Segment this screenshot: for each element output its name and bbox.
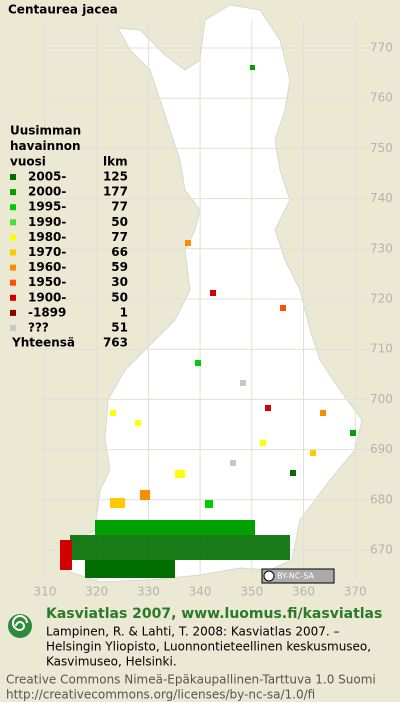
citation-line: Helsingin Yliopisto, Luonnontieteellinen… bbox=[46, 640, 371, 654]
y-label: 760 bbox=[370, 91, 393, 105]
legend-label: 1995- bbox=[28, 200, 66, 214]
legend-swatch bbox=[10, 234, 16, 241]
legend-label: 1960- bbox=[28, 260, 66, 274]
legend-swatch bbox=[10, 174, 16, 180]
legend-count: 125 bbox=[103, 170, 128, 184]
legend-label: 1950- bbox=[28, 275, 66, 289]
legend-count: 66 bbox=[111, 245, 128, 259]
citation-line: Lampinen, R. & Lahti, T. 2008: Kasviatla… bbox=[46, 625, 340, 639]
legend-swatch bbox=[10, 309, 16, 316]
citation-line: Kasvimuseo, Helsinki. bbox=[46, 655, 177, 669]
legend-count: 50 bbox=[111, 215, 128, 229]
legend-label: -1899 bbox=[28, 305, 66, 319]
map-title: Centaurea jacea bbox=[8, 3, 118, 17]
y-label: 690 bbox=[370, 442, 393, 456]
x-label: 340 bbox=[189, 585, 212, 599]
license-line: http://creativecommons.org/licenses/by-n… bbox=[6, 688, 315, 702]
legend-swatch bbox=[10, 249, 16, 256]
cc-circle bbox=[263, 570, 275, 582]
legend-count: 1 bbox=[120, 305, 128, 319]
y-label: 770 bbox=[370, 41, 393, 55]
legend-swatch bbox=[10, 204, 16, 211]
x-label: 360 bbox=[292, 585, 315, 599]
logo bbox=[8, 614, 32, 638]
badge-frame bbox=[261, 568, 335, 584]
y-label: 680 bbox=[370, 492, 393, 506]
y-label: 710 bbox=[370, 342, 393, 356]
x-label: 330 bbox=[137, 585, 160, 599]
legend-label: 1980- bbox=[28, 230, 66, 244]
y-label: 700 bbox=[370, 392, 393, 406]
legend-label: 1990- bbox=[28, 215, 66, 229]
legend-total-count: 763 bbox=[103, 336, 128, 350]
legend-count: 177 bbox=[103, 185, 128, 199]
legend-label: 1900- bbox=[28, 290, 66, 304]
y-label: 670 bbox=[370, 543, 393, 557]
grid bbox=[40, 20, 370, 580]
site-title: Kasviatlas 2007, www.luomus.fi/kasviatla… bbox=[46, 606, 382, 622]
legend-count: 77 bbox=[111, 230, 128, 244]
occurrence-squares bbox=[60, 65, 356, 578]
legend-heading: havainnon bbox=[10, 139, 81, 153]
y-label: 750 bbox=[370, 141, 393, 155]
legend-count: 51 bbox=[111, 321, 128, 335]
legend-label: ??? bbox=[28, 321, 49, 335]
legend-swatch bbox=[10, 189, 16, 196]
x-label: 310 bbox=[34, 585, 57, 599]
legend-count: 30 bbox=[111, 275, 128, 289]
legend-swatch bbox=[10, 294, 16, 301]
legend-label: 2005- bbox=[28, 170, 66, 184]
y-label: 730 bbox=[370, 241, 393, 255]
legend-count: 59 bbox=[111, 260, 128, 274]
x-label: 320 bbox=[85, 585, 108, 599]
badge-text: BY-NC-SA bbox=[277, 572, 315, 581]
x-label: 350 bbox=[240, 585, 263, 599]
legend-count: 50 bbox=[111, 290, 128, 304]
legend-count-heading: lkm bbox=[103, 155, 128, 169]
legend-swatch bbox=[10, 219, 16, 226]
x-label: 370 bbox=[344, 585, 367, 599]
legend-swatch bbox=[10, 279, 16, 286]
legend-label: 1970- bbox=[28, 245, 66, 259]
legend-total-label: Yhteensä bbox=[11, 336, 75, 350]
legend-heading: Uusimman bbox=[10, 124, 81, 138]
legend-label: 2000- bbox=[28, 185, 66, 199]
license-line: Creative Commons Nimeä-Epäkaupallinen-Ta… bbox=[6, 673, 376, 687]
legend-swatch bbox=[10, 264, 16, 271]
legend-count: 77 bbox=[111, 200, 128, 214]
legend-heading: vuosi bbox=[10, 155, 46, 169]
license-badge: BY-NC-SA bbox=[261, 568, 335, 584]
legend-swatch bbox=[10, 325, 16, 331]
y-label: 720 bbox=[370, 292, 393, 306]
y-label: 740 bbox=[370, 191, 393, 205]
